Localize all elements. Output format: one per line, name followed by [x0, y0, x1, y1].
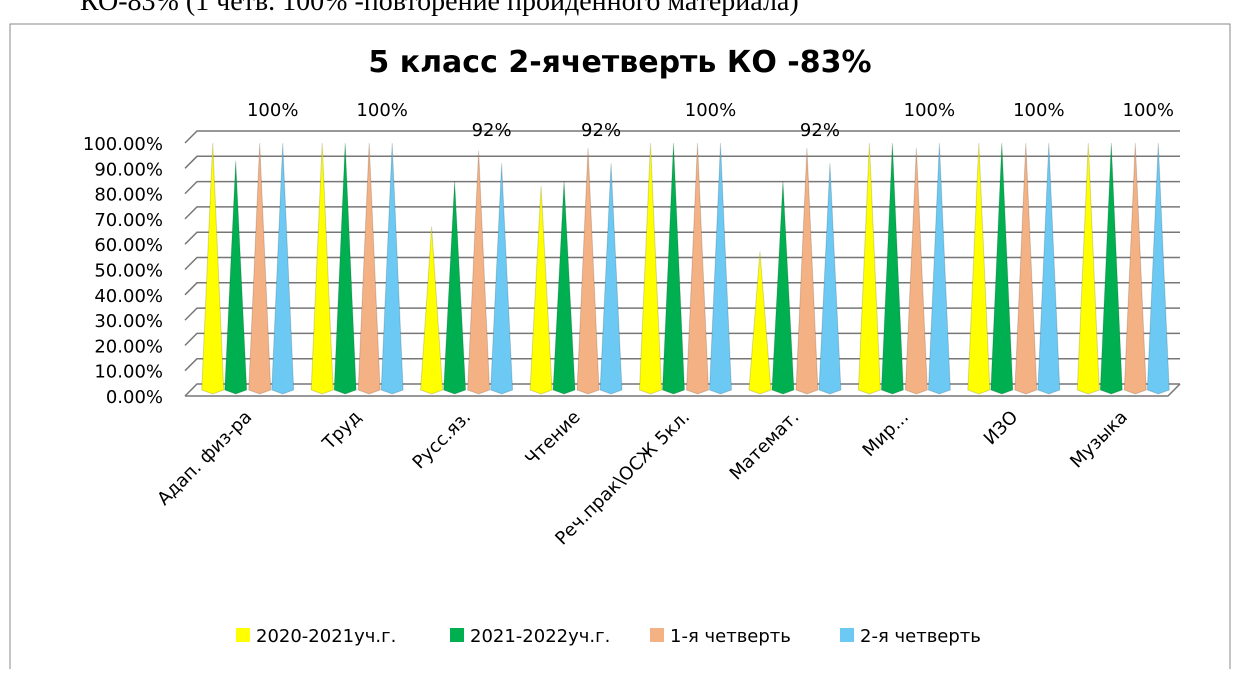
cone — [708, 142, 733, 395]
grid-line — [184, 256, 1180, 271]
grid-line — [184, 332, 1180, 346]
data-label: 100% — [685, 100, 736, 121]
cone — [310, 142, 334, 395]
cone — [380, 142, 404, 395]
cone — [552, 180, 576, 395]
legend-swatch — [236, 628, 250, 642]
cone — [271, 142, 295, 395]
cone — [467, 150, 491, 395]
caption: КО-83% (1 четв. 100% -повторение пройден… — [80, 0, 799, 17]
y-tick-label: 0.00% — [106, 387, 163, 408]
cone — [248, 142, 272, 395]
data-label: 100% — [904, 100, 955, 121]
y-tick-label: 10.00% — [94, 362, 163, 383]
cone — [661, 142, 686, 395]
chart-title: 5 класс 2-ячетверть КО -83% — [368, 45, 871, 80]
cone — [857, 142, 881, 395]
legend-label: 2021-2022уч.г. — [470, 626, 610, 647]
legend-swatch — [450, 628, 464, 642]
data-label: 92% — [581, 120, 621, 141]
cone — [967, 142, 991, 395]
data-label: 92% — [472, 120, 512, 141]
floor — [185, 383, 1181, 397]
cone — [927, 142, 951, 395]
y-tick-label: 60.00% — [94, 235, 163, 256]
grid-line — [184, 155, 1180, 169]
cone — [818, 163, 842, 395]
legend-label: 1-я четверть — [670, 626, 791, 647]
legend-swatch — [840, 628, 854, 642]
y-tick-label: 30.00% — [94, 311, 163, 332]
y-tick-label: 20.00% — [94, 336, 163, 357]
cone — [904, 148, 928, 395]
legend-swatch — [650, 628, 664, 642]
cone — [748, 251, 772, 395]
y-tick-label: 80.00% — [94, 185, 163, 206]
cone — [880, 142, 904, 395]
cone — [1146, 142, 1170, 395]
cone — [1099, 142, 1123, 395]
data-label: 92% — [800, 120, 840, 141]
data-label: 100% — [1013, 100, 1064, 121]
cone — [795, 148, 819, 395]
data-label: 100% — [356, 100, 407, 121]
cone — [224, 160, 248, 395]
grid-line — [184, 206, 1180, 220]
cone — [490, 163, 514, 395]
cone — [1076, 142, 1100, 395]
cone — [1014, 142, 1038, 395]
cone — [1123, 142, 1147, 395]
grid-line — [184, 307, 1180, 321]
cone — [201, 142, 225, 395]
grid-line — [184, 383, 1180, 397]
cone — [576, 148, 600, 395]
cone — [1037, 142, 1061, 395]
cone — [685, 142, 710, 395]
grid-line — [184, 231, 1180, 245]
grid-line — [184, 130, 1180, 144]
y-tick-label: 40.00% — [94, 286, 163, 307]
data-label: 100% — [1123, 100, 1174, 121]
cone — [333, 142, 357, 395]
cone — [638, 142, 663, 395]
cone — [990, 142, 1014, 395]
grid-line — [184, 357, 1180, 372]
y-tick-label: 70.00% — [94, 210, 163, 231]
data-label: 100% — [247, 100, 298, 121]
grid-line — [184, 282, 1180, 296]
cone — [443, 180, 467, 395]
legend-label: 2020-2021уч.г. — [256, 626, 396, 647]
cone — [771, 180, 795, 395]
cone — [420, 226, 444, 395]
y-tick-label: 100.00% — [83, 134, 163, 155]
y-tick-label: 50.00% — [94, 261, 163, 282]
cone — [529, 185, 553, 395]
y-tick-label: 90.00% — [94, 159, 163, 180]
grid-line — [184, 180, 1180, 195]
cone — [357, 142, 381, 395]
legend-label: 2-я четверть — [860, 626, 981, 647]
cone — [599, 163, 623, 395]
